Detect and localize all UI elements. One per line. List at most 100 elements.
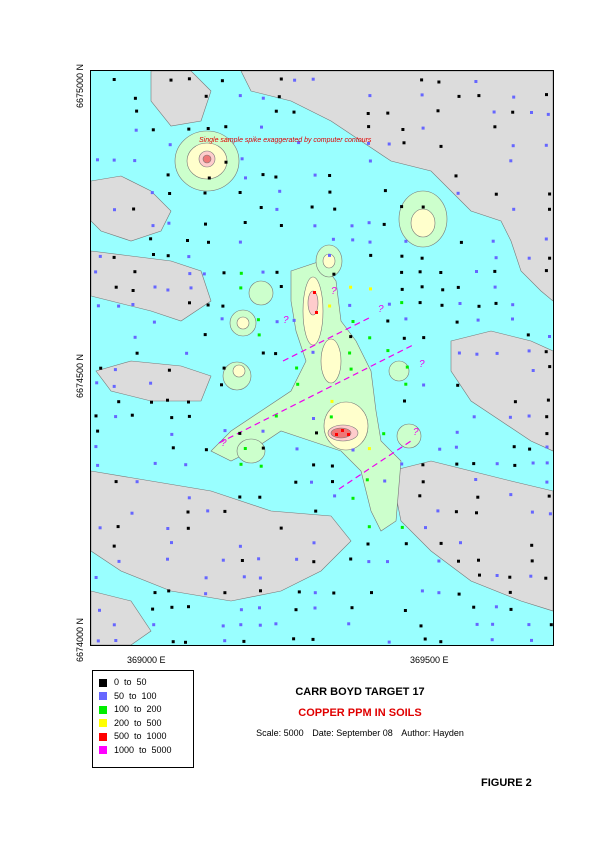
sample-point xyxy=(292,637,296,641)
sample-point xyxy=(382,432,386,436)
sample-point xyxy=(221,624,225,628)
sample-point xyxy=(475,270,478,273)
sample-point xyxy=(330,399,334,403)
sample-point xyxy=(242,575,246,579)
question-mark: ? xyxy=(283,315,289,326)
sample-point xyxy=(113,368,117,372)
sample-point xyxy=(313,224,317,228)
sample-point xyxy=(256,318,260,322)
sample-point xyxy=(130,511,134,515)
sample-point xyxy=(238,544,242,548)
sample-point xyxy=(418,301,422,305)
x-axis-label-left: 369000 E xyxy=(127,655,166,665)
low-zone-nw-1 xyxy=(91,175,172,242)
low-zone-bottom-left xyxy=(91,590,152,645)
sample-point xyxy=(348,351,352,355)
sample-point xyxy=(544,576,548,580)
sample-point xyxy=(150,191,154,195)
sample-point xyxy=(310,205,314,209)
sample-point xyxy=(222,271,226,275)
sample-point xyxy=(112,255,116,259)
legend-row: 500 to 1000 xyxy=(99,731,167,742)
sample-point xyxy=(242,639,246,643)
sample-point xyxy=(114,639,118,642)
sample-point xyxy=(98,526,102,530)
sample-point xyxy=(328,253,331,257)
sample-point xyxy=(387,640,391,644)
sample-point xyxy=(476,318,480,322)
sample-point xyxy=(545,432,549,436)
sample-point xyxy=(494,605,498,609)
sample-point xyxy=(166,398,169,402)
sample-point xyxy=(114,415,118,419)
sample-point xyxy=(134,128,138,132)
sample-point xyxy=(546,398,550,402)
soil-geochem-map: ?????? xyxy=(90,70,554,646)
sample-point xyxy=(260,125,263,129)
sample-point xyxy=(509,159,513,163)
sample-point xyxy=(422,336,426,340)
sample-point xyxy=(114,480,118,484)
sample-point xyxy=(261,96,265,100)
sample-point xyxy=(117,304,121,308)
sample-point xyxy=(239,623,243,627)
sample-point xyxy=(184,463,188,467)
sample-point xyxy=(153,285,157,289)
sample-point xyxy=(367,560,371,564)
legend-row: 100 to 200 xyxy=(99,704,162,715)
sample-point xyxy=(475,622,479,626)
sample-point xyxy=(112,158,116,162)
sample-point xyxy=(476,495,480,499)
anomaly-north-2 xyxy=(248,280,274,306)
sample-point xyxy=(187,255,191,259)
legend-swatch xyxy=(99,719,107,728)
sample-point xyxy=(472,415,476,419)
sample-point xyxy=(421,463,425,467)
sample-point xyxy=(508,415,512,419)
legend-row: 50 to 100 xyxy=(99,691,157,702)
sample-point xyxy=(152,623,156,627)
sample-point xyxy=(98,608,101,612)
y-axis-label-top: 6675000 N xyxy=(75,63,85,108)
sample-point xyxy=(315,431,318,435)
sample-point xyxy=(295,447,299,451)
sample-point xyxy=(297,590,301,594)
sample-point xyxy=(349,335,353,339)
sample-point xyxy=(328,174,332,177)
sample-point xyxy=(351,238,355,242)
sample-point xyxy=(204,448,208,452)
sample-point xyxy=(275,207,279,211)
sample-point-high xyxy=(315,311,318,314)
sample-point-high xyxy=(341,429,344,432)
legend-row: 0 to 50 xyxy=(99,677,147,688)
anomaly-nw-max xyxy=(202,154,212,164)
sample-point xyxy=(221,304,225,308)
sample-point xyxy=(259,464,263,468)
sample-point xyxy=(186,510,190,514)
sample-point xyxy=(459,240,463,244)
sample-point xyxy=(368,94,372,98)
sample-point xyxy=(274,414,278,418)
sample-point xyxy=(204,222,207,226)
anomaly-central-mid xyxy=(320,338,342,384)
sample-point xyxy=(311,350,315,354)
sample-point xyxy=(166,254,170,258)
sample-point xyxy=(493,125,497,129)
sample-point xyxy=(404,542,408,546)
sample-point xyxy=(167,368,171,372)
sample-point xyxy=(312,560,316,564)
sample-point xyxy=(99,366,103,370)
sample-point xyxy=(493,269,497,273)
sample-point xyxy=(472,605,476,609)
sample-point xyxy=(259,206,263,209)
sample-point xyxy=(475,352,479,356)
sample-point xyxy=(477,94,481,98)
sample-point xyxy=(222,366,226,370)
sample-point xyxy=(133,96,137,100)
sample-point xyxy=(149,381,153,385)
legend-row: 200 to 500 xyxy=(99,718,162,729)
anomaly-west-core-2 xyxy=(232,364,246,378)
sample-point xyxy=(135,351,139,355)
sample-point xyxy=(238,94,242,98)
sample-point xyxy=(170,541,173,545)
